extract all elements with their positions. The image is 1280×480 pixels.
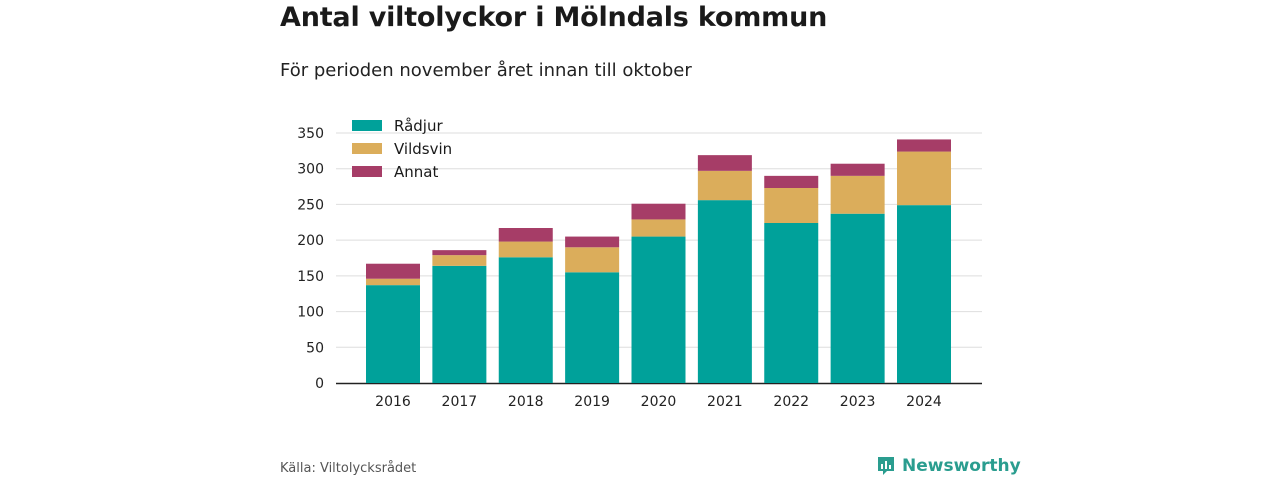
newsworthy-brand[interactable]: Newsworthy xyxy=(876,455,1021,477)
bar-segment-rådjur xyxy=(432,265,487,383)
bar-segment-annat xyxy=(830,163,885,176)
bar-segment-annat xyxy=(432,250,487,256)
bar-segment-rådjur xyxy=(830,213,885,383)
bar-segment-annat xyxy=(897,139,951,152)
bar-segment-vildsvin xyxy=(366,278,420,286)
y-tick-label: 50 xyxy=(306,340,324,356)
bar-segment-annat xyxy=(366,263,420,279)
legend: Rådjur Vildsvin Annat xyxy=(352,117,452,181)
x-tick-label: 2019 xyxy=(574,394,610,410)
source-note: Källa: Viltolycksrådet xyxy=(280,461,417,476)
legend-swatch xyxy=(352,120,382,131)
x-tick-label: 2023 xyxy=(840,394,876,410)
y-tick-label: 350 xyxy=(297,126,324,142)
bar-segment-annat xyxy=(631,203,686,220)
x-tick-labels: 2016 2017 2018 2019 2020 2021 2022 2023 2024 xyxy=(375,394,942,410)
bar-segment-rådjur xyxy=(565,272,620,383)
x-tick-label: 2017 xyxy=(442,394,478,410)
bar-segment-annat xyxy=(498,228,553,242)
y-tick-label: 300 xyxy=(297,162,324,178)
chart-title: Antal viltolyckor i Mölndals kommun xyxy=(280,2,828,33)
y-tick-label: 250 xyxy=(297,197,324,213)
bar-segment-annat xyxy=(697,155,752,171)
y-tick-label: 200 xyxy=(297,233,324,249)
x-tick-label: 2016 xyxy=(375,394,411,410)
bar-segment-rådjur xyxy=(697,200,752,383)
bar-segment-rådjur xyxy=(764,223,819,383)
bar-segment-vildsvin xyxy=(697,170,752,201)
bar-segment-vildsvin xyxy=(631,219,686,237)
legend-swatch xyxy=(352,166,382,177)
chart-subtitle: För perioden november året innan till ok… xyxy=(280,60,692,81)
bar-segment-rådjur xyxy=(897,205,951,383)
legend-label: Rådjur xyxy=(394,117,443,135)
bar-segment-rådjur xyxy=(631,236,686,383)
bar-segment-vildsvin xyxy=(897,151,951,206)
legend-label: Vildsvin xyxy=(394,140,452,158)
legend-swatch xyxy=(352,143,382,154)
bar-segment-annat xyxy=(565,236,620,248)
bar-segment-annat xyxy=(764,175,819,188)
y-tick-labels: 0 50 100 150 200 250 300 350 xyxy=(297,126,324,392)
x-tick-label: 2018 xyxy=(508,394,544,410)
bar-segment-rådjur xyxy=(366,285,420,383)
x-tick-label: 2021 xyxy=(707,394,743,410)
bar-segment-vildsvin xyxy=(764,188,819,223)
newsworthy-logo-icon xyxy=(878,457,894,475)
brand-name: Newsworthy xyxy=(902,456,1021,476)
bar-segment-vildsvin xyxy=(830,175,885,214)
bar-series xyxy=(366,139,951,383)
legend-label: Annat xyxy=(394,163,438,181)
y-tick-label: 150 xyxy=(297,269,324,285)
bar-segment-vildsvin xyxy=(498,241,553,258)
x-tick-label: 2024 xyxy=(906,394,942,410)
x-tick-label: 2020 xyxy=(641,394,677,410)
bar-segment-rådjur xyxy=(498,257,553,383)
y-tick-label: 0 xyxy=(315,376,324,392)
bar-segment-vildsvin xyxy=(432,255,487,266)
x-tick-label: 2022 xyxy=(773,394,809,410)
bar-segment-vildsvin xyxy=(565,247,620,273)
y-tick-label: 100 xyxy=(297,305,324,321)
